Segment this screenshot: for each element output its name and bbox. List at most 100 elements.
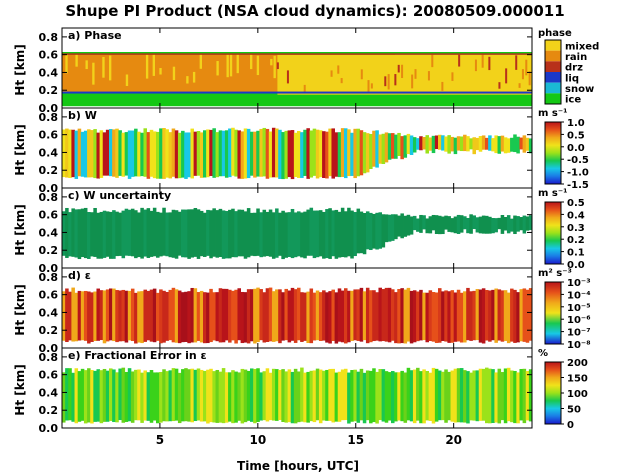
heatmap-cell <box>528 138 533 154</box>
heatmap-cell <box>475 370 480 422</box>
heatmap-cell <box>74 209 79 258</box>
heatmap-cell <box>99 211 104 259</box>
heatmap-cell <box>259 128 263 177</box>
heatmap-cell <box>146 290 151 341</box>
heatmap-cell <box>215 210 220 258</box>
heatmap-cell <box>362 291 367 341</box>
heatmap-cell <box>356 371 361 423</box>
heatmap-cell <box>109 368 113 421</box>
heatmap-cell <box>190 287 194 343</box>
heatmap-cell <box>262 292 267 343</box>
heatmap-cell <box>334 209 339 259</box>
heatmap-cell <box>469 372 473 421</box>
phase-streak <box>65 54 68 74</box>
y-axis-label: Ht [km] <box>13 44 27 95</box>
heatmap-cell <box>447 135 451 154</box>
heatmap-cell <box>334 292 339 344</box>
heatmap-cell <box>118 130 122 176</box>
heatmap-cell <box>243 292 248 343</box>
heatmap-cell <box>152 288 157 343</box>
heatmap-cell <box>115 372 119 423</box>
heatmap-cell <box>271 127 276 178</box>
phase-streak <box>236 54 239 74</box>
y-tick-label: 0.4 <box>39 386 59 399</box>
heatmap-cell <box>409 135 414 155</box>
heatmap-cell <box>130 288 135 342</box>
phase-streak <box>370 83 373 89</box>
y-tick-label: 0.8 <box>39 271 59 284</box>
heatmap-cell <box>112 369 116 423</box>
heatmap-cell <box>328 368 332 421</box>
heatmap-cell <box>181 130 185 178</box>
heatmap-cell <box>140 372 144 423</box>
heatmap-cell <box>356 289 361 341</box>
heatmap-cell <box>422 215 426 230</box>
phase-streak <box>85 60 88 70</box>
heatmap-cell <box>419 214 423 233</box>
heatmap-cell <box>278 369 282 421</box>
heatmap-cell <box>281 210 285 260</box>
heatmap-cell <box>74 292 79 342</box>
heatmap-cell <box>168 289 173 341</box>
colorbar-tick-label: -0.5 <box>567 155 589 166</box>
y-tick-label: 0.2 <box>39 244 59 257</box>
heatmap-cell <box>250 212 254 256</box>
heatmap-cell <box>456 214 461 234</box>
heatmap-cell <box>262 371 267 421</box>
heatmap-cell <box>481 288 486 344</box>
heatmap-cell <box>516 136 520 154</box>
heatmap-cell <box>325 292 329 343</box>
y-tick-label: 0.6 <box>39 129 59 142</box>
heatmap-cell <box>359 287 364 342</box>
legend-swatch-snow <box>545 82 561 94</box>
heatmap-cell <box>494 372 498 423</box>
heatmap-cell <box>83 130 88 178</box>
heatmap-cell <box>409 216 414 235</box>
heatmap-cell <box>177 211 182 256</box>
heatmap-cell <box>365 211 370 250</box>
heatmap-cell <box>212 128 216 178</box>
heatmap-cell <box>315 210 320 258</box>
colorbar-tick-label: 1.0 <box>567 118 585 129</box>
heatmap-cell <box>391 371 395 424</box>
heatmap-cell <box>406 133 411 155</box>
heatmap-cell <box>438 288 442 343</box>
heatmap-cell <box>87 291 91 344</box>
heatmap-cell <box>391 133 395 159</box>
heatmap-cell <box>428 290 433 342</box>
phase-streak <box>216 61 219 76</box>
heatmap-cell <box>297 371 301 423</box>
heatmap-cell <box>77 209 82 260</box>
heatmap-cell <box>416 138 420 150</box>
heatmap-cell <box>297 211 301 257</box>
heatmap-cell <box>516 216 520 232</box>
heatmap-cell <box>83 290 88 341</box>
heatmap-cell <box>525 371 530 421</box>
y-tick-label: 0.4 <box>39 66 59 79</box>
heatmap-cell <box>497 217 502 230</box>
y-tick-label: 0.2 <box>39 404 59 417</box>
heatmap-cell <box>243 211 248 259</box>
y-tick-label: 0.8 <box>39 191 59 204</box>
heatmap-cell <box>494 135 498 154</box>
heatmap-cell <box>485 290 489 341</box>
legend-swatch-liq <box>545 72 561 83</box>
heatmap-cell <box>187 209 191 259</box>
heatmap-cell <box>259 372 263 421</box>
heatmap-cell <box>65 368 69 421</box>
heatmap-cell <box>384 371 389 423</box>
colorbar-tick-label: 100 <box>567 389 588 400</box>
colorbar-tick-label: 10⁻⁴ <box>567 290 591 301</box>
heatmap-cell <box>159 212 163 257</box>
heatmap-cell <box>378 134 382 164</box>
heatmap-cell <box>206 129 210 178</box>
heatmap-cell <box>456 368 461 423</box>
heatmap-cell <box>203 292 207 344</box>
heatmap-cell <box>181 369 185 422</box>
heatmap-cell <box>80 208 85 258</box>
heatmap-cell <box>344 288 348 344</box>
heatmap-cell <box>190 368 194 423</box>
heatmap-cell <box>453 216 458 234</box>
heatmap-cell <box>240 131 245 179</box>
heatmap-cell <box>265 368 270 422</box>
